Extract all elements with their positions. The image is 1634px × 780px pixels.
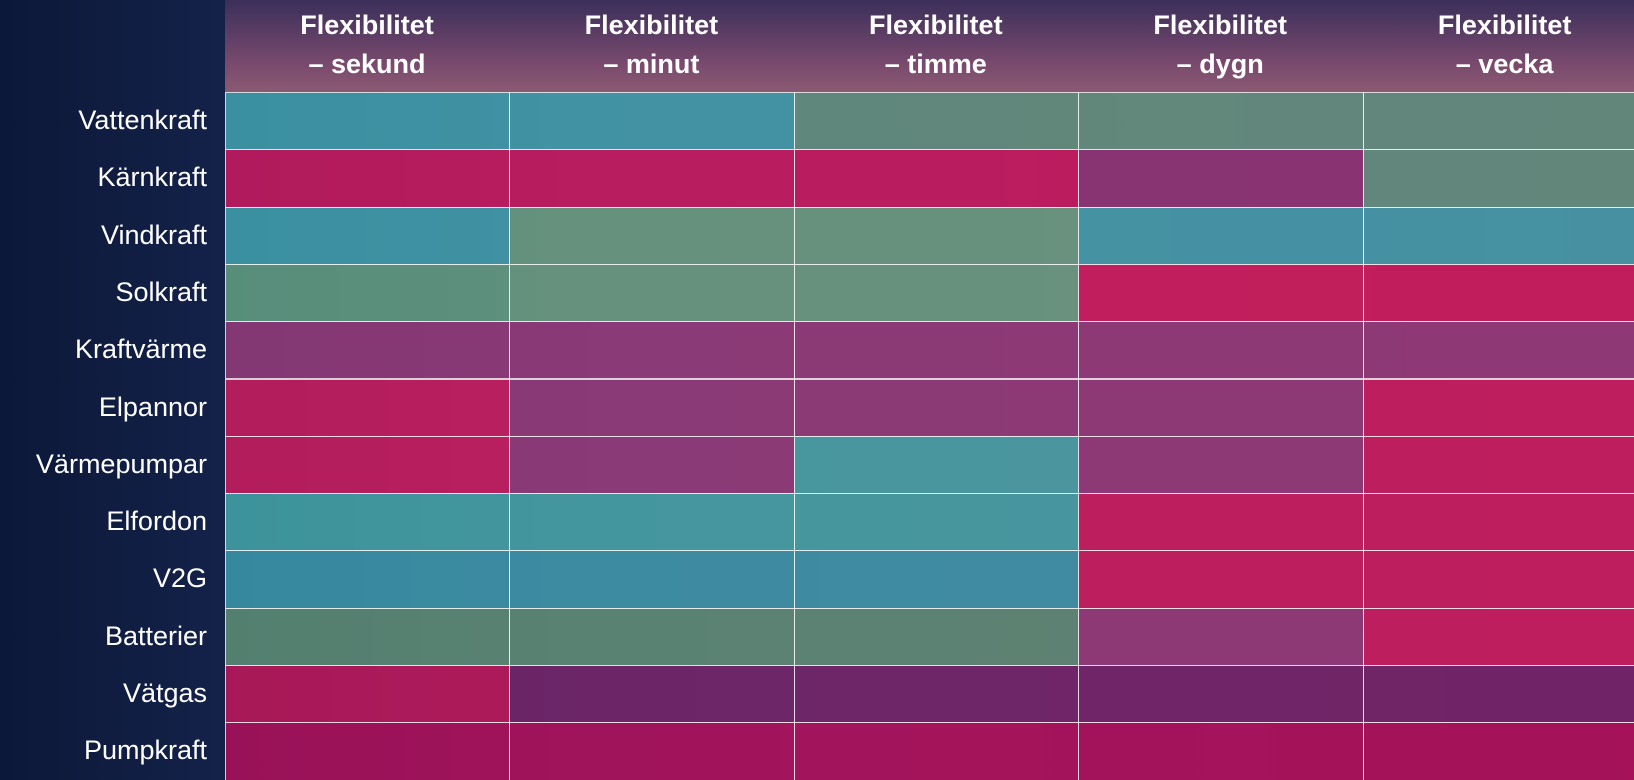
matrix-cell <box>1078 379 1363 437</box>
matrix-cell <box>509 493 794 551</box>
header-line: – vecka <box>1363 45 1634 84</box>
matrix-cell <box>225 550 510 608</box>
matrix-cell <box>225 264 510 322</box>
matrix-cell <box>1363 665 1634 723</box>
row-label: Batterier <box>0 608 207 665</box>
column-header: Flexibilitet– timme <box>794 6 1078 84</box>
matrix-cell <box>225 321 510 379</box>
matrix-cell <box>1078 207 1363 265</box>
matrix-cell <box>1078 92 1363 150</box>
row-label: V2G <box>0 550 207 607</box>
matrix-cell <box>1363 321 1634 379</box>
matrix-cell <box>1078 321 1363 379</box>
matrix-cell <box>1078 608 1363 666</box>
matrix-cell <box>509 207 794 265</box>
matrix-cell <box>509 92 794 150</box>
matrix-cell <box>225 207 510 265</box>
column-header: Flexibilitet– vecka <box>1363 6 1634 84</box>
header-line: Flexibilitet <box>1078 6 1362 45</box>
matrix-cell <box>794 493 1079 551</box>
matrix-cell <box>509 550 794 608</box>
matrix-cell <box>225 665 510 723</box>
matrix-cell <box>1363 379 1634 437</box>
column-header: Flexibilitet– sekund <box>225 6 509 84</box>
header-line: Flexibilitet <box>225 6 509 45</box>
matrix-cell <box>509 722 794 780</box>
matrix-cell <box>1363 207 1634 265</box>
matrix-cell <box>225 493 510 551</box>
matrix-cell <box>794 608 1079 666</box>
matrix-cell <box>225 149 510 207</box>
matrix-cell <box>1363 493 1634 551</box>
header-line: – minut <box>509 45 793 84</box>
matrix-cell <box>794 92 1079 150</box>
row-label: Solkraft <box>0 264 207 321</box>
matrix-cell <box>509 321 794 379</box>
matrix-cell <box>225 722 510 780</box>
row-label: Elpannor <box>0 379 207 436</box>
row-label: Värmepumpar <box>0 436 207 493</box>
matrix-cell <box>1363 149 1634 207</box>
matrix-cell <box>509 264 794 322</box>
matrix-cell <box>1363 264 1634 322</box>
matrix-cell <box>509 436 794 494</box>
matrix-cell <box>509 379 794 437</box>
matrix-cell <box>225 436 510 494</box>
matrix-cell <box>1078 436 1363 494</box>
header-line: Flexibilitet <box>794 6 1078 45</box>
matrix-cell <box>509 149 794 207</box>
matrix-cell <box>1363 436 1634 494</box>
matrix-cell <box>794 722 1079 780</box>
matrix-cell <box>1078 493 1363 551</box>
matrix-cell <box>1363 92 1634 150</box>
matrix-cell <box>794 436 1079 494</box>
matrix-cell <box>794 379 1079 437</box>
page: Flexibilitet– sekundFlexibilitet– minutF… <box>0 0 1634 780</box>
slide: Flexibilitet– sekundFlexibilitet– minutF… <box>0 0 1634 780</box>
matrix-cell <box>794 149 1079 207</box>
header-line: – timme <box>794 45 1078 84</box>
matrix-cell <box>794 207 1079 265</box>
matrix-cell <box>225 379 510 437</box>
matrix-cell <box>794 264 1079 322</box>
header-line: – sekund <box>225 45 509 84</box>
matrix-cell <box>225 608 510 666</box>
matrix-cell <box>1363 722 1634 780</box>
matrix-cell <box>509 665 794 723</box>
matrix-cell <box>1363 550 1634 608</box>
row-label: Vattenkraft <box>0 92 207 149</box>
matrix-cell <box>509 608 794 666</box>
row-label: Pumpkraft <box>0 722 207 779</box>
row-label: Kraftvärme <box>0 321 207 378</box>
matrix-cell <box>1078 550 1363 608</box>
matrix-cell <box>1078 665 1363 723</box>
row-label: Vindkraft <box>0 207 207 264</box>
header-line: Flexibilitet <box>509 6 793 45</box>
column-header: Flexibilitet– minut <box>509 6 793 84</box>
column-header: Flexibilitet– dygn <box>1078 6 1362 84</box>
matrix-cell <box>1363 608 1634 666</box>
row-label: Elfordon <box>0 493 207 550</box>
matrix-cell <box>225 92 510 150</box>
header-line: Flexibilitet <box>1363 6 1634 45</box>
matrix-cell <box>1078 722 1363 780</box>
row-label: Kärnkraft <box>0 149 207 206</box>
matrix-cell <box>794 665 1079 723</box>
matrix-cell <box>1078 149 1363 207</box>
matrix-cell <box>794 550 1079 608</box>
matrix-cell <box>794 321 1079 379</box>
row-label: Vätgas <box>0 665 207 722</box>
matrix-cell <box>1078 264 1363 322</box>
header-line: – dygn <box>1078 45 1362 84</box>
